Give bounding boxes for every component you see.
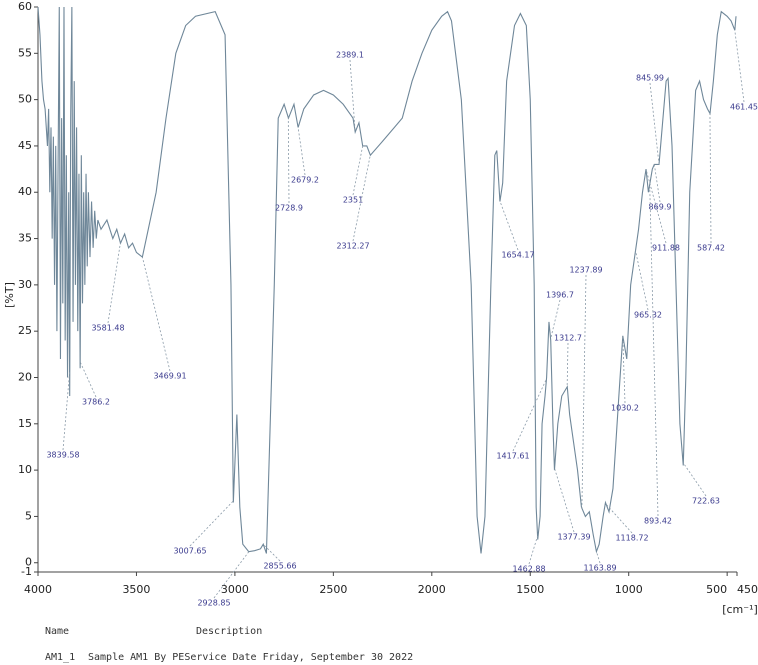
peak-leader (287, 117, 290, 204)
peak-leader (566, 342, 569, 387)
peak-leader (682, 462, 707, 497)
peak-leader (645, 169, 667, 244)
peak-leader (554, 467, 575, 533)
peak-label: 2928.85 (197, 599, 230, 608)
peak-leader (213, 551, 250, 599)
peak-label: 3839.58 (46, 451, 79, 460)
peak-leader (550, 299, 561, 340)
peak-leader (649, 184, 659, 517)
x-tick-label: 500 (706, 583, 727, 596)
y-tick-label: 40 (18, 185, 32, 198)
peak-leader (649, 82, 660, 165)
y-tick-label: 45 (18, 139, 32, 152)
peak-label: 2679.2 (291, 176, 319, 185)
peak-label: 1417.61 (496, 452, 529, 461)
peak-label: 587.42 (697, 244, 725, 253)
x-tick-label: 3000 (221, 583, 249, 596)
y-axis-label: [%T] (3, 282, 16, 308)
peak-leader (734, 29, 745, 103)
peak-label: 893.42 (644, 517, 672, 526)
spectrum-line (37, 6, 737, 554)
x-tick-label: 4000 (24, 583, 52, 596)
peak-leader (499, 200, 519, 251)
y-tick-label: 0 (25, 556, 32, 569)
peak-leader (352, 145, 364, 196)
peak-label: 3469.91 (153, 372, 186, 381)
footer-cell: Sample AM1 By PEService Date Friday, Sep… (88, 652, 413, 663)
peak-label: 1030.2 (611, 404, 639, 413)
peak-label: 1377.39 (557, 533, 590, 542)
peak-leader (622, 336, 626, 404)
x-tick-label: 2000 (418, 583, 446, 596)
peak-label: 722.63 (692, 497, 720, 506)
y-tick-label: 60 (18, 0, 32, 13)
peak-leader (107, 242, 121, 324)
y-tick-label: 55 (18, 46, 32, 59)
footer-cell: AM1_1 (45, 652, 75, 663)
y-tick-label: 20 (18, 370, 32, 383)
peak-label: 2855.66 (263, 562, 296, 571)
y-tick-label: 30 (18, 278, 32, 291)
peak-leader (653, 164, 661, 203)
peak-leader (189, 500, 234, 547)
peak-leader (141, 256, 171, 372)
peak-label: 3007.65 (173, 547, 206, 556)
peak-leader (352, 154, 371, 242)
x-axis-label: [cm⁻¹] (722, 603, 758, 616)
y-tick-label: 10 (18, 463, 32, 476)
peak-label: 1163.89 (583, 564, 616, 573)
peak-label: 2351 (343, 196, 363, 205)
peak-leader (512, 378, 547, 452)
peak-label: 1312.7 (554, 334, 582, 343)
peak-leader (605, 503, 633, 534)
peak-leader (581, 274, 587, 509)
peak-leader (709, 113, 712, 244)
peak-leader (79, 361, 97, 398)
y-tick-label: 25 (18, 324, 32, 337)
footer-header: Name (45, 626, 69, 637)
peak-label: 3786.2 (82, 398, 110, 407)
y-tick-label: 15 (18, 417, 32, 430)
peak-label: 965.32 (634, 311, 662, 320)
peak-label: 845.99 (636, 74, 664, 83)
y-tick-label: -1 (21, 565, 32, 578)
footer-header: Description (196, 626, 262, 637)
y-tick-label: 5 (25, 509, 32, 522)
peak-leader (297, 127, 306, 176)
x-tick-label: 3500 (122, 583, 150, 596)
peak-label: 2389.1 (336, 51, 364, 60)
peak-label: 2728.9 (275, 204, 303, 213)
peak-label: 1237.89 (569, 266, 602, 275)
peak-label: 1462.88 (512, 565, 545, 574)
peak-leader (635, 250, 649, 311)
peak-label: 1654.17 (501, 251, 534, 260)
peak-leader (349, 59, 356, 132)
y-tick-label: 50 (18, 93, 32, 106)
peak-label: 2312.27 (336, 242, 369, 251)
peak-label: 461.45 (730, 103, 758, 112)
peak-label: 911.88 (652, 244, 680, 253)
x-tick-label: 2500 (319, 583, 347, 596)
peak-label: 1396.7 (546, 291, 574, 300)
peak-label: 3581.48 (91, 324, 124, 333)
y-tick-label: 35 (18, 232, 32, 245)
x-tick-label: 1500 (516, 583, 544, 596)
peak-label: 869.9 (649, 203, 672, 212)
peak-leader (528, 535, 538, 565)
x-tick-label: 450 (737, 583, 758, 596)
peak-label: 1118.72 (615, 534, 648, 543)
peak-leader (596, 551, 601, 564)
peak-leader (62, 372, 70, 451)
x-tick-label: 1000 (615, 583, 643, 596)
